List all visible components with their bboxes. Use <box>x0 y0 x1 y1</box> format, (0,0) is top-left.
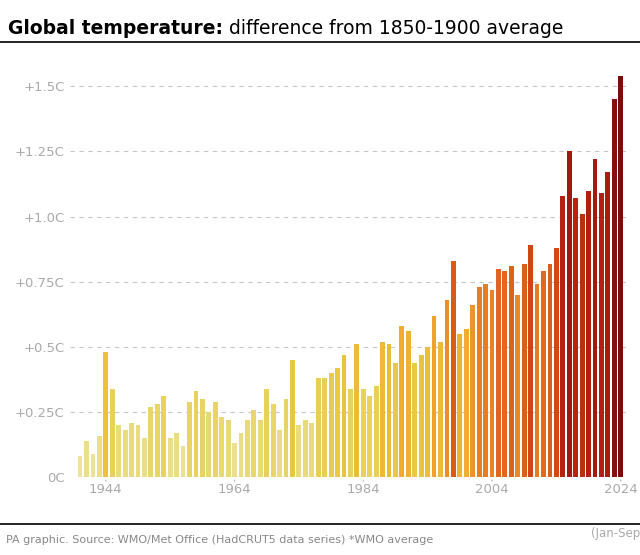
Bar <box>361 388 365 477</box>
Bar <box>548 264 552 477</box>
Bar <box>245 420 250 477</box>
Bar <box>561 196 565 477</box>
Bar <box>232 443 237 477</box>
Bar <box>180 446 186 477</box>
Bar <box>612 99 617 477</box>
Bar <box>380 342 385 477</box>
Bar <box>387 344 392 477</box>
Bar <box>206 412 211 477</box>
Bar <box>406 331 411 477</box>
Bar <box>355 344 359 477</box>
Bar <box>322 379 327 477</box>
Bar <box>425 347 430 477</box>
Bar <box>104 352 108 477</box>
Bar <box>284 399 289 477</box>
Bar <box>142 438 147 477</box>
Bar <box>309 422 314 477</box>
Text: difference from 1850-1900 average: difference from 1850-1900 average <box>223 19 563 38</box>
Bar <box>470 305 475 477</box>
Bar <box>399 326 404 477</box>
Bar <box>618 76 623 477</box>
Bar <box>316 379 321 477</box>
Bar <box>477 287 481 477</box>
Bar <box>438 342 443 477</box>
Bar <box>580 214 584 477</box>
Bar <box>374 386 379 477</box>
Bar <box>593 159 597 477</box>
Bar <box>161 396 166 477</box>
Bar <box>573 198 578 477</box>
Bar <box>605 172 611 477</box>
Bar <box>445 300 449 477</box>
Bar <box>90 454 95 477</box>
Bar <box>136 425 140 477</box>
Bar <box>116 425 121 477</box>
Bar <box>490 290 495 477</box>
Bar <box>509 266 514 477</box>
Bar <box>431 316 436 477</box>
Bar <box>97 436 102 477</box>
Text: Global temperature:: Global temperature: <box>8 19 223 38</box>
Bar <box>515 295 520 477</box>
Bar <box>554 248 559 477</box>
Bar <box>148 407 153 477</box>
Bar <box>155 404 160 477</box>
Bar <box>110 388 115 477</box>
Bar <box>271 404 276 477</box>
Bar <box>174 433 179 477</box>
Text: (Jan-Sep)*: (Jan-Sep)* <box>591 527 640 540</box>
Bar <box>129 422 134 477</box>
Bar <box>84 441 89 477</box>
Bar <box>528 245 533 477</box>
Bar <box>599 193 604 477</box>
Bar <box>502 271 508 477</box>
Bar <box>483 284 488 477</box>
Bar <box>451 261 456 477</box>
Bar <box>220 417 224 477</box>
Bar <box>496 269 501 477</box>
Bar <box>335 368 340 477</box>
Bar <box>567 152 572 477</box>
Text: PA graphic. Source: WMO/Met Office (HadCRUT5 data series) *WMO average: PA graphic. Source: WMO/Met Office (HadC… <box>6 535 434 545</box>
Bar <box>412 362 417 477</box>
Bar <box>123 430 127 477</box>
Bar <box>342 355 346 477</box>
Bar <box>367 396 372 477</box>
Bar <box>393 362 398 477</box>
Bar <box>264 388 269 477</box>
Bar <box>534 284 540 477</box>
Bar <box>586 190 591 477</box>
Bar <box>277 430 282 477</box>
Bar <box>303 420 308 477</box>
Bar <box>239 433 243 477</box>
Bar <box>541 271 546 477</box>
Bar <box>419 355 424 477</box>
Bar <box>77 456 83 477</box>
Bar <box>168 438 173 477</box>
Bar <box>522 264 527 477</box>
Bar <box>252 410 256 477</box>
Bar <box>458 334 462 477</box>
Bar <box>213 402 218 477</box>
Bar <box>226 420 230 477</box>
Bar <box>464 329 468 477</box>
Bar <box>290 360 295 477</box>
Bar <box>193 391 198 477</box>
Bar <box>258 420 262 477</box>
Bar <box>187 402 192 477</box>
Bar <box>296 425 301 477</box>
Bar <box>200 399 205 477</box>
Bar <box>329 373 333 477</box>
Bar <box>348 388 353 477</box>
